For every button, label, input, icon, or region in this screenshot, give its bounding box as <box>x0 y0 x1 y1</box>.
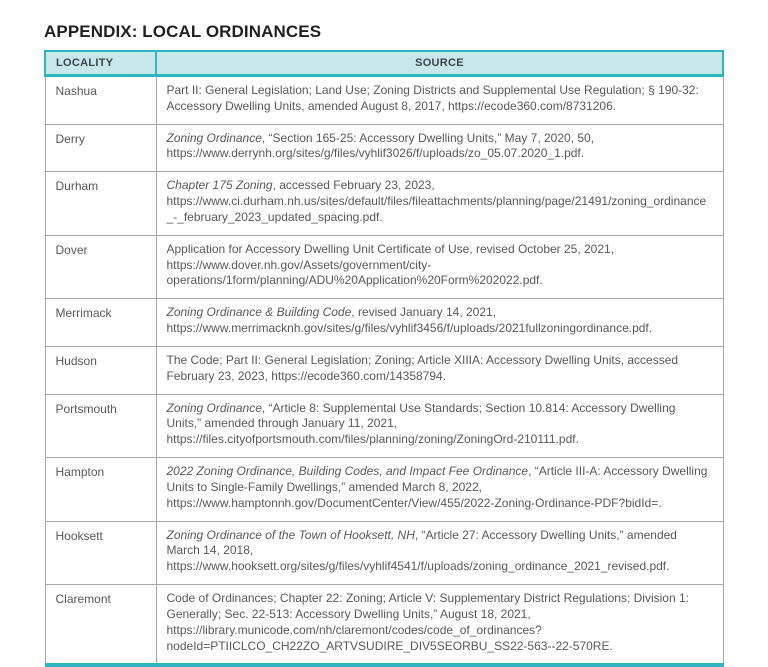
source-cell: 2022 Zoning Ordinance, Building Codes, a… <box>155 457 724 522</box>
source-text: , “Section 165-25: Accessory Dwelling Un… <box>166 130 595 161</box>
table-row: Merrimack Zoning Ordinance & Building Cod… <box>44 298 724 347</box>
table-row: Hudson The Code; Part II: General Legisla… <box>44 345 724 395</box>
source-title-italic: Chapter 175 Zoning <box>166 178 273 193</box>
table-row: Claremont Code of Ordinances; Chapter 22:… <box>44 584 724 666</box>
source-text: , revised January 14, 2021, https://www.… <box>166 305 653 336</box>
locality-cell: Hudson <box>44 345 157 395</box>
source-title-italic: 2022 Zoning Ordinance, Building Codes, a… <box>166 464 529 479</box>
source-text: The Code; Part II: General Legislation; … <box>166 352 679 383</box>
table-row: Durham Chapter 175 Zoning, accessed Febru… <box>44 171 724 236</box>
locality-cell: Dover <box>44 234 157 300</box>
source-text: , accessed February 23, 2023, https://ww… <box>166 178 707 224</box>
table-body: Nashua Part II: General Legislation; Land… <box>44 75 724 666</box>
table-row: Dover Application for Accessory Dwelling … <box>44 234 724 300</box>
source-cell: Zoning Ordinance & Building Code, revise… <box>155 298 724 347</box>
source-cell: Part II: General Legislation; Land Use; … <box>155 75 724 125</box>
table-row: Hampton 2022 Zoning Ordinance, Building C… <box>44 457 724 522</box>
table-row: Portsmouth Zoning Ordinance, “Article 8: … <box>44 393 724 459</box>
source-text: Code of Ordinances; Chapter 22: Zoning; … <box>166 591 689 653</box>
source-text: , “Article 27: Accessory Dwelling Units,… <box>166 527 677 574</box>
ordinances-table: LOCALITY SOURCE Nashua Part II: General L… <box>44 50 724 667</box>
source-cell: Application for Accessory Dwelling Unit … <box>155 234 724 300</box>
locality-cell: Durham <box>44 171 157 236</box>
table-header: LOCALITY SOURCE <box>44 50 724 77</box>
source-cell: Code of Ordinances; Chapter 22: Zoning; … <box>155 584 724 666</box>
table-row: Derry Zoning Ordinance, “Section 165-25: … <box>44 123 724 173</box>
locality-cell: Derry <box>44 123 157 173</box>
locality-cell: Nashua <box>44 75 157 125</box>
locality-cell: Merrimack <box>44 298 157 347</box>
header-locality: LOCALITY <box>44 50 157 77</box>
locality-cell: Hampton <box>44 457 157 522</box>
table-row: Hooksett Zoning Ordinance of the Town of … <box>44 520 724 586</box>
source-cell: Zoning Ordinance, “Section 165-25: Acces… <box>155 123 724 173</box>
source-title-italic: Zoning Ordinance <box>166 130 262 145</box>
table-row: Nashua Part II: General Legislation; Land… <box>44 75 724 125</box>
header-source: SOURCE <box>155 50 724 77</box>
locality-cell: Claremont <box>44 584 157 666</box>
source-title-italic: Zoning Ordinance of the Town of Hooksett… <box>166 527 415 542</box>
source-text: , “Article 8: Supplemental Use Standards… <box>166 400 676 447</box>
source-cell: The Code; Part II: General Legislation; … <box>155 345 724 395</box>
source-title-italic: Zoning Ordinance <box>166 400 262 415</box>
source-cell: Zoning Ordinance of the Town of Hooksett… <box>155 520 724 586</box>
source-text: Application for Accessory Dwelling Unit … <box>166 241 615 288</box>
source-title-italic: Zoning Ordinance & Building Code <box>166 305 352 320</box>
source-text: , “Article III-A: Accessory Dwelling Uni… <box>166 464 708 510</box>
source-cell: Zoning Ordinance, “Article 8: Supplement… <box>155 393 724 459</box>
locality-cell: Portsmouth <box>44 393 157 459</box>
source-text: Part II: General Legislation; Land Use; … <box>166 83 699 113</box>
source-cell: Chapter 175 Zoning, accessed February 23… <box>155 171 724 236</box>
page-title: APPENDIX: LOCAL ORDINANCES <box>44 22 322 41</box>
header-row: LOCALITY SOURCE <box>44 50 724 77</box>
locality-cell: Hooksett <box>44 520 157 586</box>
